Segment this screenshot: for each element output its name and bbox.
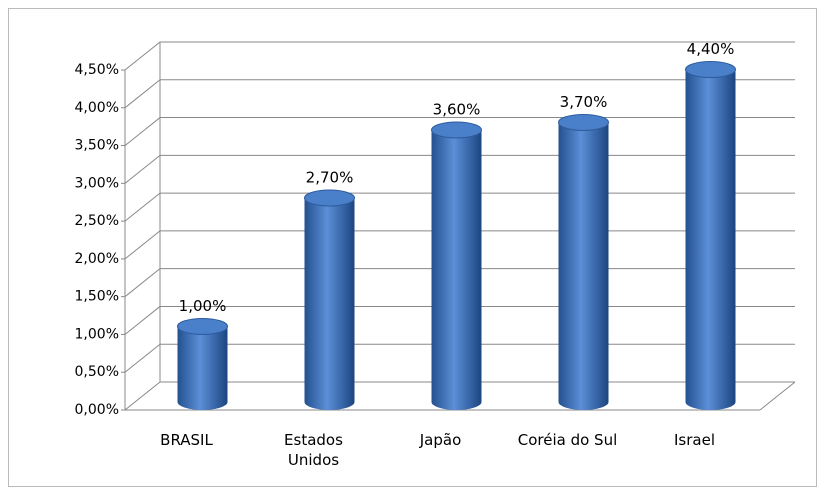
grid-line [124, 343, 161, 373]
value-label: 3,60% [433, 101, 481, 119]
value-label: 1,00% [179, 297, 227, 315]
y-tick-label: 1,50% [75, 289, 119, 305]
floor-right [759, 381, 796, 411]
grid-line [124, 268, 161, 298]
bar-top [685, 61, 736, 79]
bar-top [558, 113, 609, 131]
y-tick-label: 3,00% [75, 175, 119, 191]
value-label: 3,70% [560, 93, 608, 111]
y-tick-label: 4,50% [75, 62, 119, 78]
bar-top [431, 121, 482, 139]
bar [304, 190, 355, 410]
value-label: 4,40% [687, 40, 735, 58]
y-tick-label: 3,50% [75, 138, 119, 154]
y-tick-label: 2,00% [75, 251, 119, 267]
grid-line [124, 79, 161, 109]
grid-line [124, 306, 161, 335]
bar [685, 61, 736, 411]
x-tick-label: Coréia do Sul [517, 431, 618, 449]
x-tick-label: BRASIL [160, 431, 213, 449]
y-tick-label: 0,50% [75, 364, 119, 380]
grid-line [124, 41, 161, 71]
x-tick-label: Israel [674, 431, 715, 449]
y-tick-label: 2,50% [75, 213, 119, 229]
grid-line [124, 381, 161, 411]
value-label: 2,70% [306, 169, 354, 187]
grid-line [124, 117, 161, 146]
y-tick-label: 0,00% [75, 402, 119, 418]
bar-top [304, 189, 355, 207]
chart-border [8, 8, 817, 487]
y-tick-label: 4,00% [75, 100, 119, 116]
bar [177, 318, 228, 410]
grid-line [124, 192, 161, 222]
bar-top [177, 317, 228, 335]
x-tick-label: Estados Unidos [284, 431, 343, 469]
bar [431, 122, 482, 410]
grid-line [124, 230, 161, 260]
bar [558, 114, 609, 410]
grid-line [124, 154, 161, 184]
y-tick-label: 1,00% [75, 326, 119, 342]
x-tick-label: Japão [419, 431, 462, 449]
